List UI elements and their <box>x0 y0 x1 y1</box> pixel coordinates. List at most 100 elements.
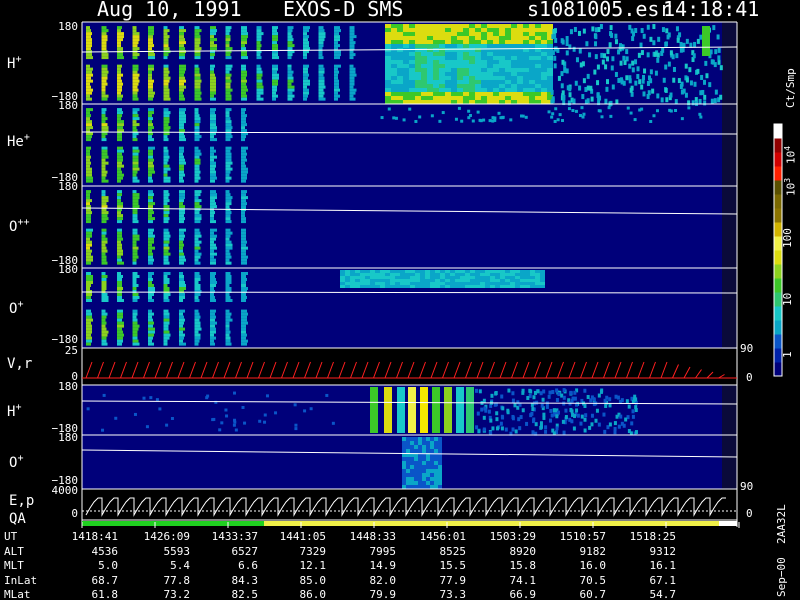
h-plus-band-cell <box>117 82 123 86</box>
o-plusplus-band-cell <box>163 228 169 232</box>
o-plus-band-cell <box>117 342 122 346</box>
he-plus-scatter-cell <box>408 107 412 111</box>
h-plus-band-cell <box>86 64 90 68</box>
h-plus-hot-cell <box>409 80 415 84</box>
o-plusplus-band-cell <box>132 252 138 256</box>
o-plus-band-cell <box>194 324 201 328</box>
o-plus-band-cell <box>117 309 123 313</box>
h-plus-hot-cell <box>505 40 511 44</box>
h-plus-hot-cell <box>499 52 505 56</box>
o-plus-patch-cell <box>495 279 500 282</box>
o-plusplus-band-cell <box>117 202 123 206</box>
h-plus-hot-cell <box>547 96 553 100</box>
h-plus-band-cell <box>101 53 109 57</box>
h-plus-2-scatter-cell <box>534 431 538 436</box>
table-cell: 1418:41 <box>71 530 118 543</box>
o-plus-patch-cell <box>480 273 485 276</box>
h-plus-hot-cell <box>493 100 499 104</box>
h-plus-band-cell <box>132 26 137 30</box>
h-plus-band-cell <box>210 67 214 71</box>
panel-label-qa: QA <box>9 511 26 527</box>
h-plus-scatter-cell <box>560 95 564 101</box>
h-plus-2-scatter-cell <box>634 397 638 402</box>
h-plus-2-scatter-cell <box>619 414 623 419</box>
h-plus-hot-cell <box>397 60 403 64</box>
h-plus-2-scatter-cell <box>617 412 621 417</box>
h-plus-band-cell <box>148 64 154 68</box>
h-plus-hot-cell <box>493 24 499 28</box>
h-plus-hot-cell <box>523 96 529 100</box>
o-plus-patch-cell <box>405 285 410 288</box>
o-plus-patch-cell <box>530 273 535 276</box>
h-plus-band-cell <box>148 79 154 83</box>
h-plus-scatter-cell <box>565 36 569 42</box>
h-plus-band-cell <box>287 94 295 98</box>
h-plus-band-cell <box>349 56 354 60</box>
o-plus-patch-cell <box>420 273 425 276</box>
h-plus-2-scatter-cell <box>555 388 559 393</box>
o-plus-band-cell <box>210 312 215 316</box>
he-plus-scatter-cell <box>626 106 630 110</box>
h-plus-scatter-cell <box>596 92 600 98</box>
o-plus-2-patch-cell <box>434 437 438 441</box>
h-plus-hot-cell <box>547 40 553 44</box>
o-plus-patch-cell <box>350 282 355 285</box>
h-plus-band-cell <box>334 41 338 45</box>
h-plus-scatter-cell <box>601 59 605 65</box>
h-plus-band-cell <box>163 91 170 95</box>
o-plus-band-cell <box>179 272 183 275</box>
o-plus-patch-cell <box>490 270 495 273</box>
he-plus-scatter-cell <box>441 111 445 115</box>
o-plus-patch-cell <box>430 270 435 273</box>
he-plus-band-cell <box>132 149 140 153</box>
h-plus-band-cell <box>349 73 357 77</box>
h-plus-band-cell <box>318 97 326 101</box>
o-plus-band-cell <box>194 315 201 319</box>
o-plusplus-band-cell <box>86 246 90 250</box>
h-plus-scatter-cell <box>713 98 717 104</box>
h-plus-2-scatter-cell <box>495 417 499 422</box>
o-plusplus-band-cell <box>225 252 231 256</box>
h-plus-band-cell <box>117 44 121 48</box>
he-plus-band-cell <box>225 117 231 121</box>
h-plus-band-cell <box>241 79 247 83</box>
o-plus-band-cell <box>101 278 107 281</box>
h-plus-band-cell <box>241 41 247 45</box>
he-plus-band-cell <box>117 108 122 112</box>
o-plus-patch-cell <box>385 282 390 285</box>
o-plusplus-band-cell <box>86 196 90 200</box>
he-plus-band-cell <box>179 123 184 127</box>
o-plus-patch-cell <box>360 285 365 288</box>
h-plus-scatter-cell <box>719 94 723 100</box>
o-plus-patch-cell <box>425 270 430 273</box>
h-plus-hot-cell <box>517 52 523 56</box>
h-plus-2-scatter-cell <box>541 406 545 411</box>
h-plus-scatter-cell <box>719 65 723 71</box>
h-plus-scatter-cell <box>703 79 707 85</box>
o-plusplus-band-cell <box>101 202 107 206</box>
h-plus-hot-cell <box>541 40 547 44</box>
h-plus-hot-cell <box>445 72 451 76</box>
h-plus-hot-cell <box>511 32 517 36</box>
h-plus-hot-cell <box>499 76 505 80</box>
o-plus-band-cell <box>101 336 107 340</box>
h-plus-band-cell <box>194 88 201 92</box>
h-plus-hot-cell <box>499 100 505 104</box>
h-plus-2-scatter-cell <box>630 421 634 426</box>
o-plus-2-patch-cell <box>414 469 418 473</box>
he-plus-band-cell <box>101 161 109 165</box>
h-plus-hot-cell <box>487 60 493 64</box>
h-plus-band-cell <box>334 29 341 33</box>
o-plusplus-band-cell <box>194 234 202 238</box>
he-plus-scatter-cell <box>478 118 482 122</box>
h-plus-2-scatter-cell <box>608 403 612 408</box>
o-plus-2-patch-cell <box>402 453 406 457</box>
o-plus-band-cell <box>163 278 170 281</box>
h-plus-hot-cell <box>463 24 469 28</box>
h-plus-2-scatter-cell <box>488 415 492 420</box>
o-plusplus-band-cell <box>210 190 216 194</box>
h-plus-2-scatter-cell <box>534 422 538 427</box>
o-plus-band-cell <box>117 278 122 281</box>
h-plus-2-scatter-cell <box>536 389 540 394</box>
he-plus-band-cell <box>101 167 106 171</box>
